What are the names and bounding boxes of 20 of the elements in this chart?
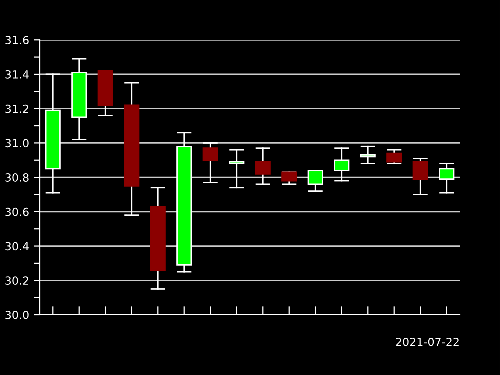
candlestick (360, 146, 376, 165)
y-tick-label: 31.6 (6, 36, 29, 45)
candlestick (412, 158, 428, 196)
candlestick (334, 148, 350, 182)
y-tick-label: 31.4 (6, 70, 29, 79)
candlestick (229, 149, 245, 189)
y-tick-label: 31.2 (6, 104, 28, 114)
candlestick (202, 142, 218, 184)
y-tick-label: 30.0 (6, 310, 29, 320)
text: 2021-07-22 (396, 338, 459, 346)
candlestick (308, 170, 324, 192)
y-tick-label: 31.0 (6, 139, 29, 148)
y-tick-label: 30.8 (6, 174, 29, 182)
y-tick-label: 30.6 (6, 208, 29, 216)
y-tick-label: 30.2 (6, 276, 28, 286)
candlestick (255, 148, 271, 186)
y-tick-label: 30.4 (6, 242, 29, 251)
candlestick (386, 149, 402, 165)
candlestick (282, 172, 298, 186)
candlestick (439, 163, 455, 194)
